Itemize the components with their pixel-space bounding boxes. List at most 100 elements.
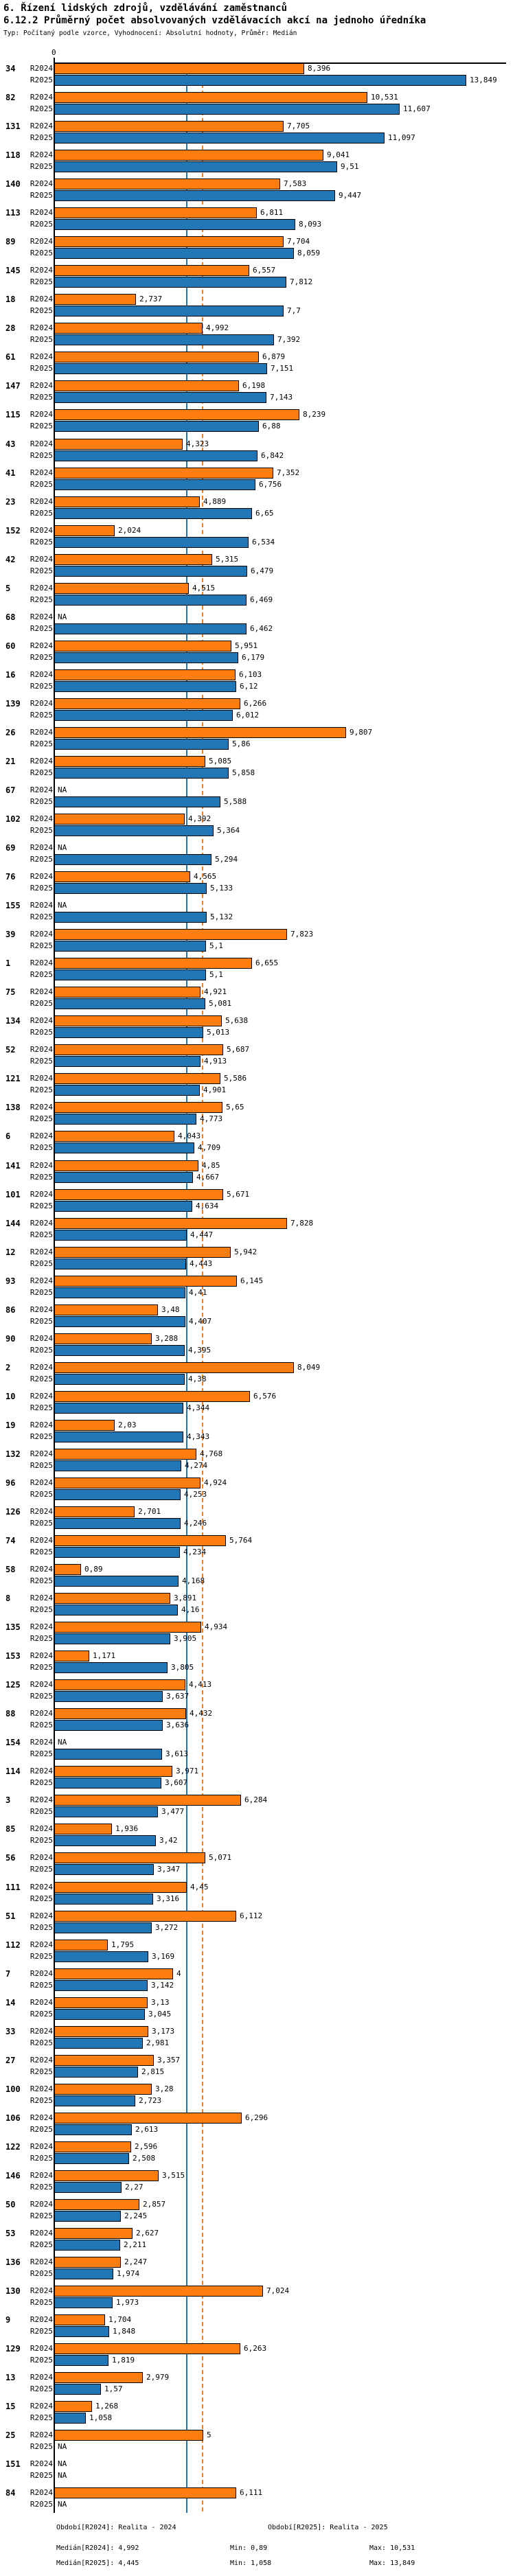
- value-label-r2025: 5,081: [209, 999, 232, 1009]
- series-label-r2024: R2024: [30, 814, 53, 824]
- value-label-r2024: 3,173: [152, 2026, 175, 2036]
- value-label-r2025: 7,392: [277, 335, 301, 345]
- group-id-label: 60: [5, 641, 16, 651]
- bar-r2025: [54, 1547, 180, 1559]
- value-label-r2025: 1,058: [89, 2413, 113, 2423]
- bar-group: 53 R2024 2,627 R2025 2,211: [0, 2228, 515, 2251]
- bar-r2024: [54, 2401, 92, 2413]
- series-label-r2025: R2025: [30, 1489, 53, 1499]
- bar-group: 21 R2024 5,085 R2025 5,858: [0, 755, 515, 779]
- bar-r2024: [54, 207, 257, 219]
- bar-r2024: [54, 2141, 131, 2152]
- bar-r2025: [54, 1662, 168, 1674]
- value-label-r2025: 3,347: [157, 1865, 181, 1874]
- value-label-r2025: 3,905: [174, 1634, 197, 1644]
- bar-r2025: [54, 738, 229, 750]
- group-id-label: 42: [5, 554, 16, 564]
- series-label-r2024: R2024: [30, 2402, 53, 2411]
- series-label-r2024: R2024: [30, 1536, 53, 1545]
- group-id-label: 3: [5, 1795, 11, 1806]
- bar-r2025: [54, 709, 233, 721]
- bar-r2024: [54, 2228, 133, 2239]
- bar-r2024: [54, 352, 259, 363]
- bar-group: 90 R2024 3,288 R2025 4,395: [0, 1333, 515, 1356]
- footer-median-r2025: Medián[R2025]: 4,445: [56, 2560, 139, 2567]
- bar-r2024: [54, 1275, 237, 1287]
- bar-r2024: [54, 1968, 173, 1979]
- bar-r2025: [54, 1518, 181, 1529]
- bar-group: 41 R2024 7,352 R2025 6,756: [0, 467, 515, 490]
- bar-r2025: [54, 1315, 185, 1327]
- bar-group: 115 R2024 8,239 R2025 6,88: [0, 409, 515, 433]
- value-label-r2024: 6,198: [242, 381, 266, 391]
- bar-r2024: [54, 323, 203, 334]
- value-label-r2024: 2,03: [118, 1420, 137, 1429]
- x-axis-zero-tick: [54, 58, 55, 63]
- value-label-r2024: 3,971: [176, 1767, 199, 1776]
- bar-r2025: [54, 1951, 148, 1962]
- series-label-r2024: R2024: [30, 1738, 53, 1747]
- value-label-r2025: 1,974: [117, 2269, 140, 2279]
- series-label-r2025: R2025: [30, 1230, 53, 1239]
- series-label-r2024: R2024: [30, 2055, 53, 2065]
- bar-group: 136 R2024 2,247 R2025 1,974: [0, 2257, 515, 2280]
- bar-group: 75 R2024 4,921 R2025 5,081: [0, 987, 515, 1010]
- bar-r2025: [54, 306, 284, 317]
- value-label-r2024: 4,921: [204, 987, 227, 997]
- bar-group: 10 R2024 6,576 R2025 4,344: [0, 1390, 515, 1414]
- group-id-label: 68: [5, 612, 16, 622]
- bar-group: 141 R2024 4,85 R2025 4,667: [0, 1160, 515, 1183]
- bar-r2025: [54, 2124, 132, 2135]
- value-label-r2024: 4,889: [203, 496, 227, 506]
- bar-group: 61 R2024 6,879 R2025 7,151: [0, 352, 515, 375]
- group-id-label: 144: [5, 1218, 21, 1228]
- value-label-r2025: 4,447: [190, 1230, 214, 1239]
- group-id-label: 10: [5, 1391, 16, 1401]
- group-id-label: 126: [5, 1507, 21, 1517]
- bar-r2024: [54, 265, 249, 277]
- value-label-r2024: 7,024: [266, 2286, 290, 2296]
- series-label-r2024: R2024: [30, 295, 53, 304]
- series-label-r2025: R2025: [30, 2038, 53, 2047]
- value-label-r2025: 8,093: [299, 220, 322, 229]
- bar-r2025: [54, 1142, 194, 1154]
- series-label-r2024: R2024: [30, 2113, 53, 2122]
- group-id-label: 122: [5, 2141, 21, 2152]
- series-label-r2025: R2025: [30, 2182, 53, 2192]
- footer-period-r2025: Období[R2025]: Realita - 2025: [268, 2524, 388, 2531]
- series-label-r2024: R2024: [30, 1565, 53, 1574]
- bar-group: 39 R2024 7,823 R2025 5,1: [0, 929, 515, 952]
- value-label-r2024: 6,655: [255, 958, 279, 968]
- value-label-r2024: 6,879: [262, 352, 286, 362]
- series-label-r2024: R2024: [30, 2141, 53, 2151]
- bar-r2025: [54, 1864, 154, 1876]
- series-label-r2025: R2025: [30, 1634, 53, 1644]
- bar-r2025: [54, 248, 294, 260]
- series-label-r2024: R2024: [30, 2488, 53, 2498]
- series-label-r2024: R2024: [30, 2373, 53, 2382]
- value-label-r2025: 4,395: [188, 1345, 211, 1355]
- value-label-r2024: 5,586: [224, 1074, 247, 1083]
- group-id-label: 112: [5, 1940, 21, 1950]
- bar-r2024: [54, 582, 189, 594]
- bar-r2024: [54, 1073, 220, 1085]
- bar-r2024: [54, 2170, 159, 2181]
- bar-r2024: [54, 929, 287, 941]
- group-id-label: 155: [5, 901, 21, 911]
- bar-r2025: [54, 450, 258, 461]
- group-id-label: 51: [5, 1911, 16, 1921]
- bar-group: 18 R2024 2,737 R2025 7,7: [0, 294, 515, 317]
- group-id-label: 43: [5, 439, 16, 449]
- series-label-r2024: R2024: [30, 785, 53, 794]
- value-label-r2024: 5,951: [235, 641, 258, 650]
- bar-group: 8 R2024 3,891 R2025 4,16: [0, 1593, 515, 1616]
- group-id-label: 69: [5, 843, 16, 853]
- series-label-r2024: R2024: [30, 150, 53, 160]
- value-label-r2024: 6,263: [244, 2344, 267, 2354]
- series-label-r2024: R2024: [30, 1882, 53, 1891]
- bar-group: 56 R2024 5,071 R2025 3,347: [0, 1852, 515, 1876]
- bar-r2024: [54, 1593, 170, 1605]
- group-id-label: 136: [5, 2257, 21, 2268]
- bar-r2024: [54, 958, 252, 969]
- series-label-r2025: R2025: [30, 2153, 53, 2163]
